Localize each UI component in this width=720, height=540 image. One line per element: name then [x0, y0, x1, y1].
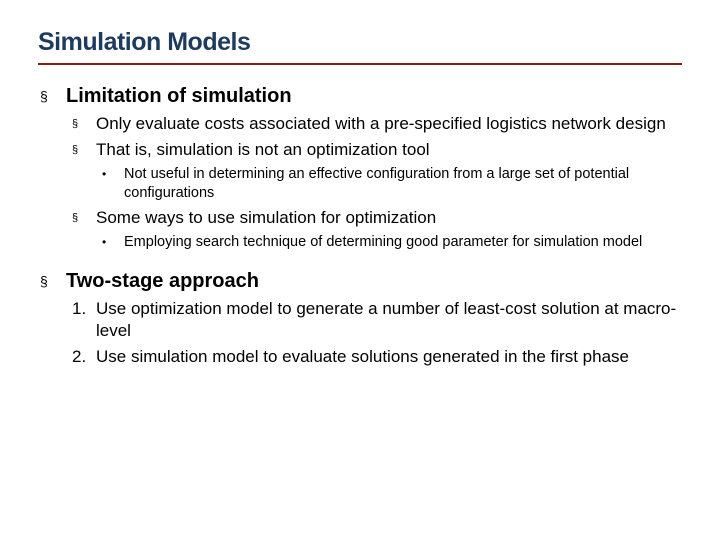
dot-bullet-icon: •: [102, 233, 124, 252]
list-item: • Employing search technique of determin…: [102, 233, 682, 252]
numbered-item: 1. Use optimization model to generate a …: [72, 298, 682, 342]
square-bullet-icon: §: [72, 207, 96, 229]
square-bullet-icon: §: [72, 113, 96, 135]
heading-text: Limitation of simulation: [66, 83, 292, 109]
square-bullet-icon: §: [38, 268, 66, 294]
list-item: § Only evaluate costs associated with a …: [72, 113, 682, 135]
item-number: 1.: [72, 298, 96, 342]
item-text: Some ways to use simulation for optimiza…: [96, 207, 436, 229]
numbered-item: 2. Use simulation model to evaluate solu…: [72, 346, 682, 368]
item-text: Only evaluate costs associated with a pr…: [96, 113, 666, 135]
item-text: Use optimization model to generate a num…: [96, 298, 682, 342]
section-heading: § Two-stage approach: [38, 268, 682, 294]
item-text: Not useful in determining an effective c…: [124, 165, 682, 203]
title-rule: [38, 63, 682, 65]
item-text: Use simulation model to evaluate solutio…: [96, 346, 629, 368]
dot-bullet-icon: •: [102, 165, 124, 203]
square-bullet-icon: §: [38, 83, 66, 109]
item-number: 2.: [72, 346, 96, 368]
list-item: § Some ways to use simulation for optimi…: [72, 207, 682, 229]
heading-text: Two-stage approach: [66, 268, 259, 294]
list-item: • Not useful in determining an effective…: [102, 165, 682, 203]
square-bullet-icon: §: [72, 139, 96, 161]
section-heading: § Limitation of simulation: [38, 83, 682, 109]
slide-title: Simulation Models: [38, 28, 682, 57]
list-item: § That is, simulation is not an optimiza…: [72, 139, 682, 161]
item-text: That is, simulation is not an optimizati…: [96, 139, 430, 161]
item-text: Employing search technique of determinin…: [124, 233, 642, 252]
